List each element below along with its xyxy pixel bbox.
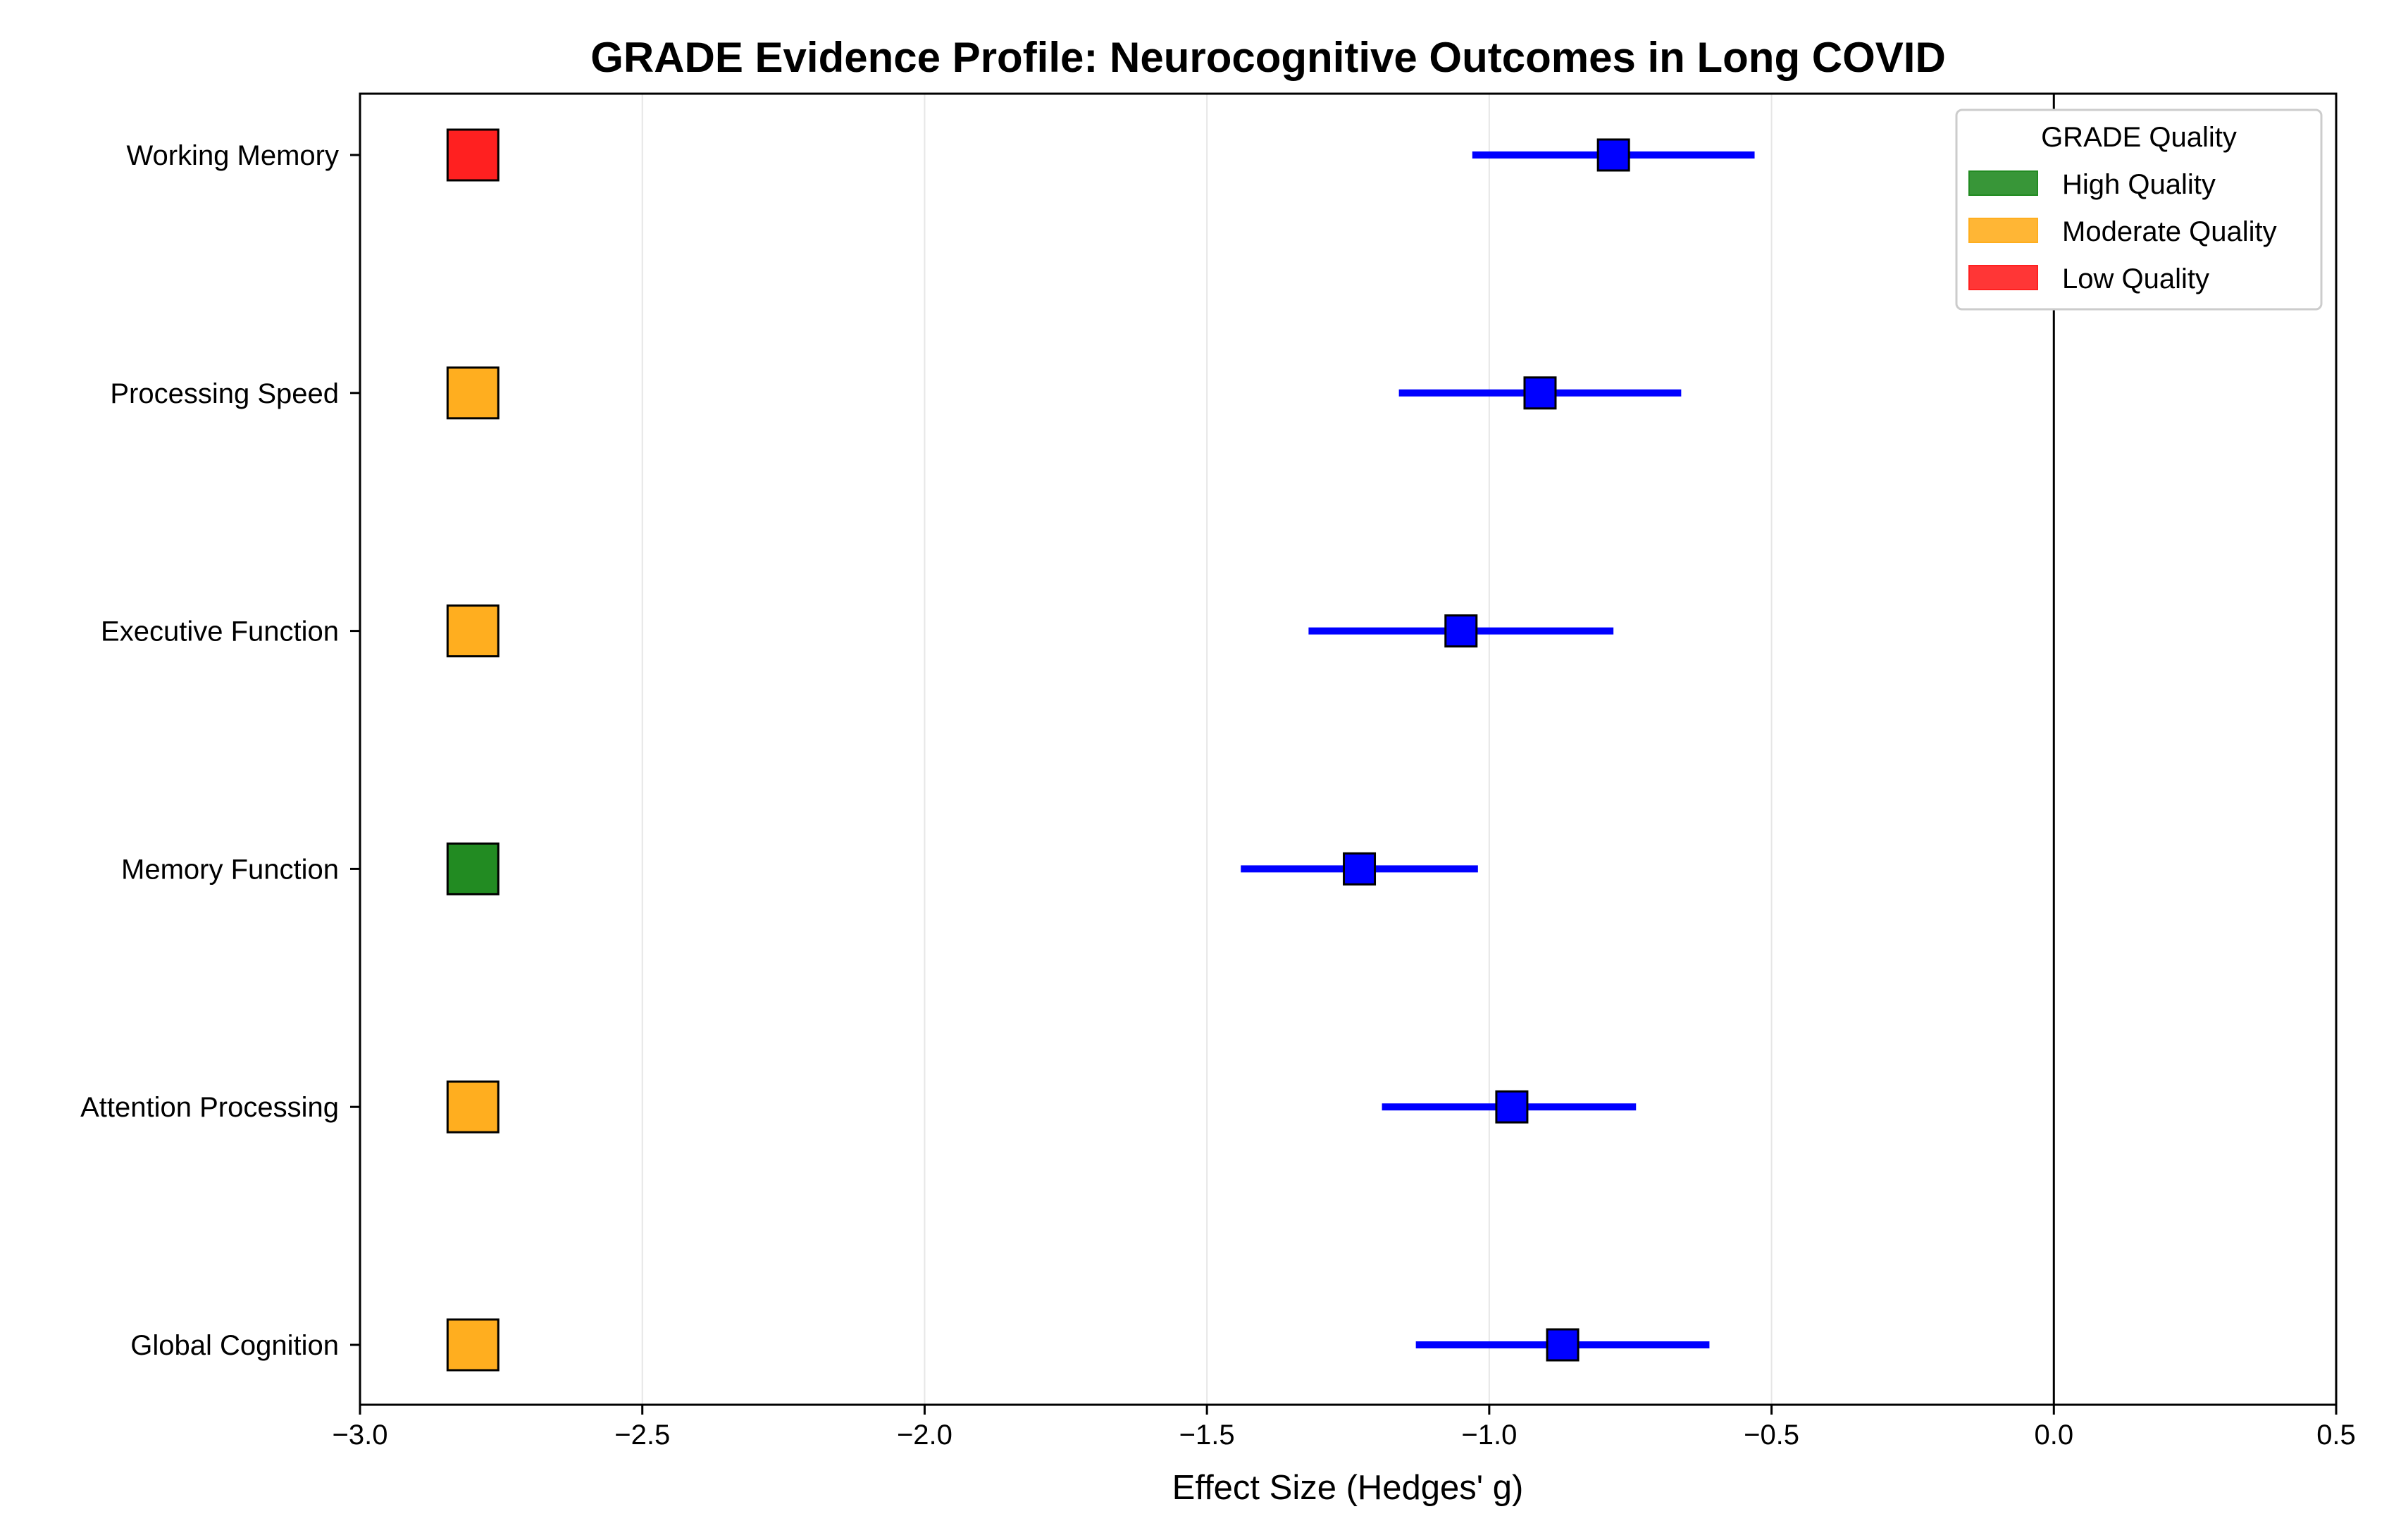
chart-title: GRADE Evidence Profile: Neurocognitive O… <box>590 34 1946 81</box>
y-tick-label: Working Memory <box>126 140 339 171</box>
legend-swatch <box>1968 218 2038 243</box>
quality-marker <box>446 1318 499 1372</box>
legend-entries: High Quality Moderate Quality Low Quality <box>1968 169 2277 294</box>
legend-label: Moderate Quality <box>2062 216 2277 247</box>
quality-marker <box>446 366 499 420</box>
y-axis-ticks: Working Memory Processing Speed Executive … <box>80 140 360 1361</box>
effect-point <box>1495 1090 1529 1124</box>
x-tick-label: −2.0 <box>897 1420 953 1451</box>
legend-title: GRADE Quality <box>2041 122 2237 153</box>
effect-point <box>1596 138 1630 172</box>
effect-point <box>1343 852 1377 886</box>
legend: GRADE Quality High Quality Moderate Quali… <box>1955 108 2323 311</box>
effect-points <box>1343 138 1630 1362</box>
x-axis-label: Effect Size (Hedges' g) <box>1172 1469 1524 1507</box>
quality-marker <box>446 842 499 895</box>
y-tick-label: Processing Speed <box>110 378 339 409</box>
x-tick-label: −3.0 <box>333 1420 388 1451</box>
y-tick-label: Global Cognition <box>130 1330 339 1361</box>
effect-point <box>1523 376 1557 410</box>
y-tick-label: Attention Processing <box>80 1092 339 1123</box>
x-tick-label: −0.5 <box>1744 1420 1799 1451</box>
quality-markers <box>446 128 499 1372</box>
plot-frame <box>359 92 2338 1406</box>
x-tick-label: 0.5 <box>2316 1420 2356 1451</box>
quality-marker <box>446 128 499 182</box>
x-tick-label: 0.0 <box>2034 1420 2073 1451</box>
x-tick-label: −2.5 <box>614 1420 670 1451</box>
x-axis-ticks: −3.0 −2.5 −2.0 −1.5 −1.0 −0.5 0.0 0.5 <box>333 1405 2356 1451</box>
y-tick-label: Memory Function <box>121 854 339 885</box>
x-tick-label: −1.5 <box>1179 1420 1235 1451</box>
legend-box <box>1955 108 2323 311</box>
legend-swatch <box>1968 265 2038 290</box>
y-tick-label: Executive Function <box>101 616 339 647</box>
x-tick-label: −1.0 <box>1461 1420 1517 1451</box>
effect-point <box>1546 1328 1580 1362</box>
legend-swatch <box>1968 170 2038 196</box>
effect-point <box>1444 614 1478 648</box>
quality-marker <box>446 1080 499 1134</box>
legend-label: Low Quality <box>2062 263 2209 294</box>
legend-label: High Quality <box>2062 169 2216 200</box>
quality-marker <box>446 604 499 658</box>
